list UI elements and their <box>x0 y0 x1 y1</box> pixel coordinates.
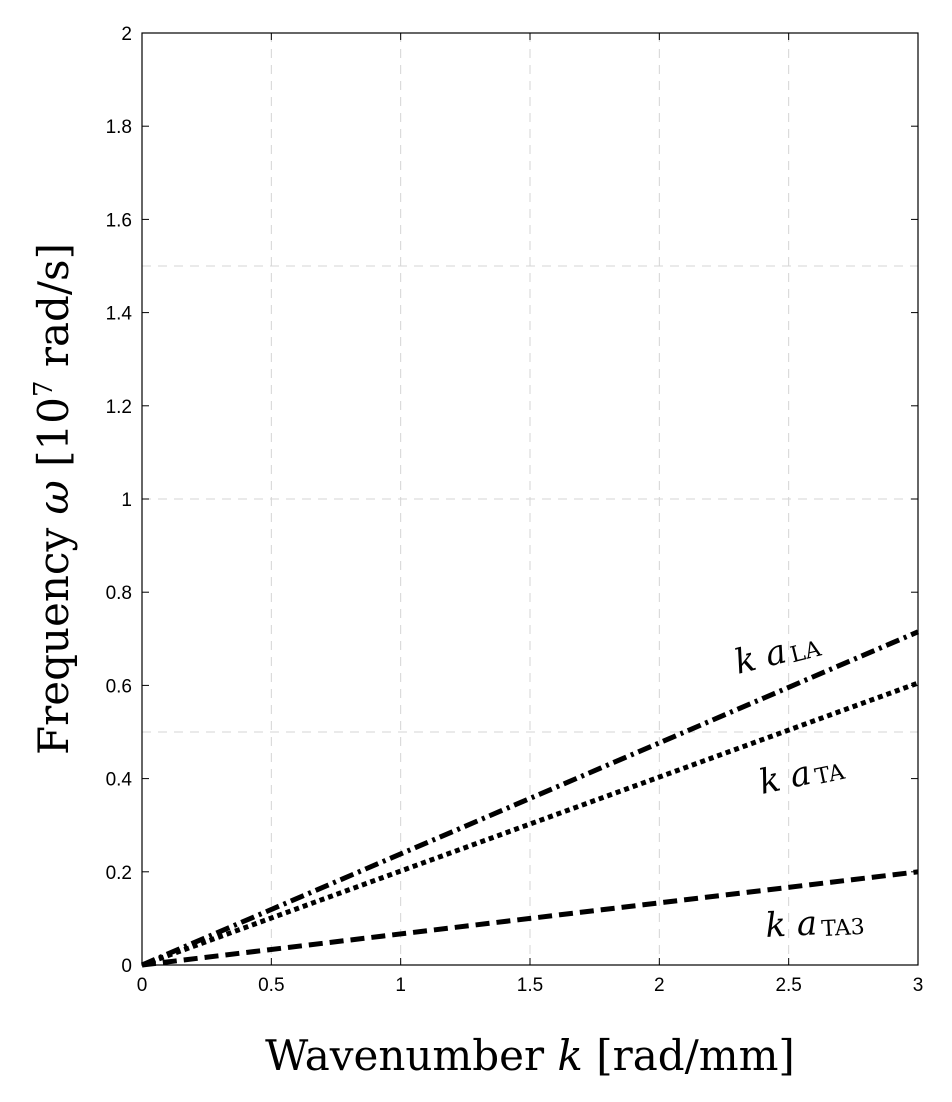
y-tick-label: 0 <box>121 956 132 977</box>
x-tick-label: 0.5 <box>258 975 284 996</box>
x-tick-label: 3 <box>913 975 924 996</box>
y-tick-label: 0.2 <box>106 863 132 884</box>
y-tick-label: 0.4 <box>106 770 133 791</box>
label-ta3: k a TA3 <box>764 901 865 946</box>
y-tick-label: 1.2 <box>106 397 132 418</box>
x-tick-label: 1.5 <box>517 975 543 996</box>
y-tick-label: 0.6 <box>106 676 132 697</box>
x-tick-label: 2.5 <box>775 975 801 996</box>
y-tick-label: 1.4 <box>106 304 133 325</box>
y-tick-label: 1.8 <box>106 117 132 138</box>
series-layer <box>141 629 919 968</box>
x-axis-title: Wavenumber k [rad/mm] <box>265 1031 795 1080</box>
label-ta: k aTA <box>756 746 849 803</box>
x-tick-label: 2 <box>654 975 665 996</box>
y-tick-label: 0.8 <box>106 583 132 604</box>
y-tick-label: 1 <box>121 490 132 511</box>
series-line-la <box>141 629 919 968</box>
y-tick-label: 1.6 <box>106 210 132 231</box>
x-tick-label: 0 <box>137 975 148 996</box>
grid-layer <box>142 33 918 965</box>
series-line-ta <box>141 680 919 968</box>
tick-layer: 0 0.5 1 1.5 2 2.5 3 0 0.2 0.4 0.6 0.8 1 1.2 1.4 1.6 1.8 2 <box>106 24 924 996</box>
y-axis-title: Frequency ω [107 rad/s] <box>29 243 78 755</box>
series-line-ta3 <box>141 869 919 968</box>
label-la: k aLA <box>731 623 825 683</box>
x-tick-label: 1 <box>395 975 406 996</box>
y-tick-label: 2 <box>121 24 132 45</box>
